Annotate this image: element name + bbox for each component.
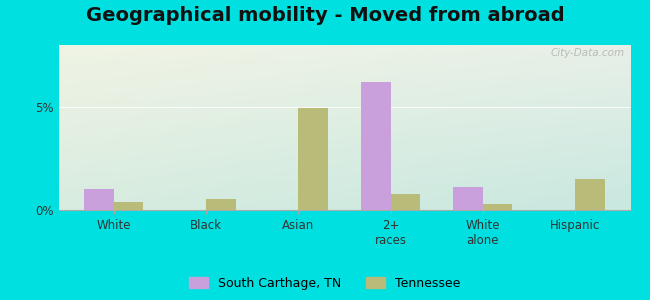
- Bar: [84, 189, 114, 210]
- Bar: [483, 204, 512, 210]
- Text: Geographical mobility - Moved from abroad: Geographical mobility - Moved from abroa…: [86, 6, 564, 25]
- Bar: [206, 199, 236, 210]
- Bar: [361, 82, 391, 210]
- Bar: [298, 108, 328, 210]
- Bar: [575, 179, 604, 210]
- Text: City-Data.com: City-Data.com: [551, 48, 625, 58]
- Bar: [453, 187, 483, 210]
- Legend: South Carthage, TN, Tennessee: South Carthage, TN, Tennessee: [186, 273, 464, 294]
- Bar: [114, 202, 144, 210]
- Bar: [391, 194, 420, 210]
